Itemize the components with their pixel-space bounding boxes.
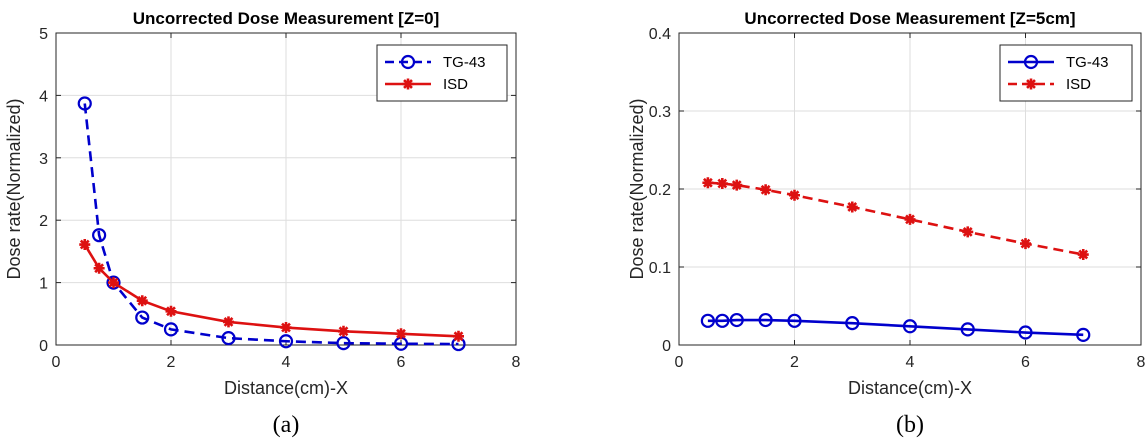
data-point-isd [731, 179, 743, 191]
legend-label-isd: ISD [443, 76, 468, 93]
data-point-isd [846, 201, 858, 213]
data-point-tg-43 [700, 313, 715, 328]
legend-label-tg-43: TG-43 [443, 54, 486, 71]
chart-panel-a: 0 2 4 6 8 0 1 2 3 4 5 Uncorrected Dose Measurement… [4, 9, 521, 438]
data-point-isd [760, 184, 772, 196]
data-point-isd [223, 316, 234, 328]
x-tick-label: 4 [906, 354, 915, 371]
y-tick-label: 2 [39, 213, 48, 230]
y-tick-label: 0.4 [649, 26, 671, 43]
data-point-isd [165, 305, 177, 317]
series-line-tg-43 [707, 318, 1084, 337]
y-tick-label: 1 [39, 276, 48, 293]
caption-a: (a) [273, 412, 300, 438]
data-point-isd [1077, 249, 1089, 261]
y-tick-label: 0 [39, 338, 48, 355]
data-point-tg-43 [1076, 327, 1091, 342]
data-point-tg-43 [278, 334, 294, 349]
legend-box [376, 44, 508, 102]
data-point-tg-43 [902, 319, 918, 334]
data-point-isd [338, 325, 349, 337]
y-tick-label: 3 [39, 151, 48, 168]
data-point-tg-43 [715, 313, 730, 328]
data-point-tg-43 [758, 312, 773, 328]
data-point-tg-43 [960, 322, 975, 337]
chart-panel-b: 0 2 4 6 8 0 0.1 0.2 0.3 0.4 Uncorrected Dose Meas… [627, 9, 1146, 438]
x-tick-label: 0 [675, 354, 684, 371]
data-point-isd [136, 295, 148, 307]
data-point-isd [962, 226, 974, 238]
data-point-isd [904, 213, 916, 225]
data-point-tg-43 [336, 336, 351, 351]
data-point-tg-43 [106, 275, 121, 290]
data-point-tg-43 [221, 331, 236, 346]
legend-b: TG-43 ISD [999, 44, 1133, 102]
series-line-isd [83, 243, 459, 338]
chart-title-b: Uncorrected Dose Measurement [Z=5cm] [744, 9, 1075, 28]
y-axis-label-b: Dose rate(Normalized) [627, 98, 647, 279]
axis-ticks-b: 0 2 4 6 8 0 0.1 0.2 0.3 0.4 [649, 26, 1146, 371]
y-tick-label: 0.2 [649, 182, 671, 199]
legend-marker-tg-43 [1023, 54, 1039, 70]
chart-title-a: Uncorrected Dose Measurement [Z=0] [133, 9, 440, 28]
caption-b: (b) [896, 412, 924, 438]
x-tick-label: 0 [52, 354, 61, 371]
legend-label-isd: ISD [1066, 76, 1091, 93]
y-tick-label: 0.3 [649, 104, 671, 121]
data-point-isd [1020, 238, 1031, 250]
x-tick-label: 8 [1137, 354, 1146, 371]
series-group-b [700, 177, 1091, 342]
x-tick-label: 8 [512, 354, 521, 371]
y-tick-label: 5 [39, 26, 48, 43]
x-tick-label: 6 [397, 354, 406, 371]
legend-box [999, 44, 1133, 102]
data-point-tg-43 [77, 96, 92, 111]
y-tick-label: 0 [662, 338, 671, 355]
series-line-tg-43 [83, 103, 459, 346]
y-axis-label-a: Dose rate(Normalized) [4, 98, 24, 279]
data-point-isd [395, 328, 407, 340]
x-axis-label-b: Distance(cm)-X [848, 378, 972, 398]
data-point-isd [280, 322, 292, 334]
data-point-isd [789, 189, 800, 201]
data-point-isd [108, 277, 119, 289]
x-tick-label: 2 [790, 354, 799, 371]
data-point-isd [716, 178, 728, 190]
y-tick-label: 4 [39, 88, 48, 105]
y-tick-label: 0.1 [649, 260, 671, 277]
data-point-isd [79, 239, 91, 251]
x-tick-label: 4 [282, 354, 291, 371]
series-line-isd [707, 181, 1084, 256]
data-point-tg-43 [1018, 325, 1033, 340]
data-point-tg-43 [163, 322, 179, 337]
legend-marker-tg-43 [400, 54, 416, 70]
legend-label-tg-43: TG-43 [1066, 54, 1109, 71]
axis-ticks-a: 0 2 4 6 8 0 1 2 3 4 5 [39, 26, 520, 371]
data-point-isd [453, 330, 464, 342]
legend-a: TG-43 ISD [376, 44, 508, 102]
series-group-a [77, 96, 466, 352]
data-point-isd [702, 177, 714, 189]
data-point-tg-43 [92, 228, 107, 243]
data-point-isd [93, 262, 105, 274]
data-point-tg-43 [135, 310, 150, 325]
data-point-tg-43 [729, 312, 744, 328]
x-tick-label: 6 [1021, 354, 1030, 371]
data-point-tg-43 [787, 313, 802, 328]
legend-marker-isd [1025, 78, 1037, 90]
x-tick-label: 2 [167, 354, 176, 371]
data-point-tg-43 [845, 316, 860, 331]
x-axis-label-a: Distance(cm)-X [224, 378, 348, 398]
legend-marker-isd [402, 78, 414, 90]
